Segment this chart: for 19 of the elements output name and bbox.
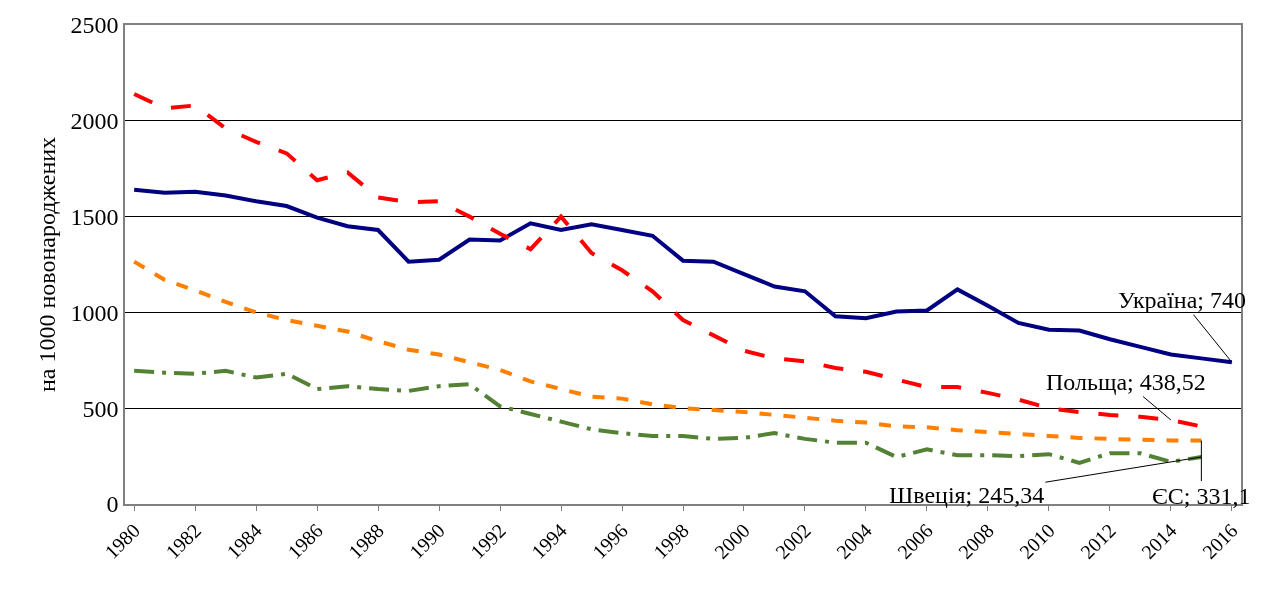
x-tick-label: 1990 xyxy=(405,519,449,563)
line-series xyxy=(132,368,1204,465)
annotation: ЄС; 331,1 xyxy=(1152,483,1251,509)
x-tick-label: 1998 xyxy=(649,519,693,563)
x-tick-label: 1982 xyxy=(161,519,206,563)
y-axis-title: на 1000 новонароджених xyxy=(34,136,61,393)
y-tick-label: 2500 xyxy=(70,12,119,39)
annotation: Україна; 740 xyxy=(1118,287,1247,313)
x-tick-label: 1992 xyxy=(466,519,510,563)
y-tick-label: 0 xyxy=(106,491,119,518)
y-tick-label: 500 xyxy=(82,395,119,422)
annotation: Польща; 438,52 xyxy=(1046,369,1206,395)
x-tick-label: 1980 xyxy=(100,519,145,563)
y-tick-label: 2000 xyxy=(70,108,119,135)
line-series xyxy=(132,259,1204,443)
x-tick-label: 1988 xyxy=(344,519,388,563)
annotation: Швеція; 245,34 xyxy=(889,482,1045,508)
y-tick-label: 1500 xyxy=(70,204,119,230)
y-tick-label: 1000 xyxy=(70,299,119,326)
